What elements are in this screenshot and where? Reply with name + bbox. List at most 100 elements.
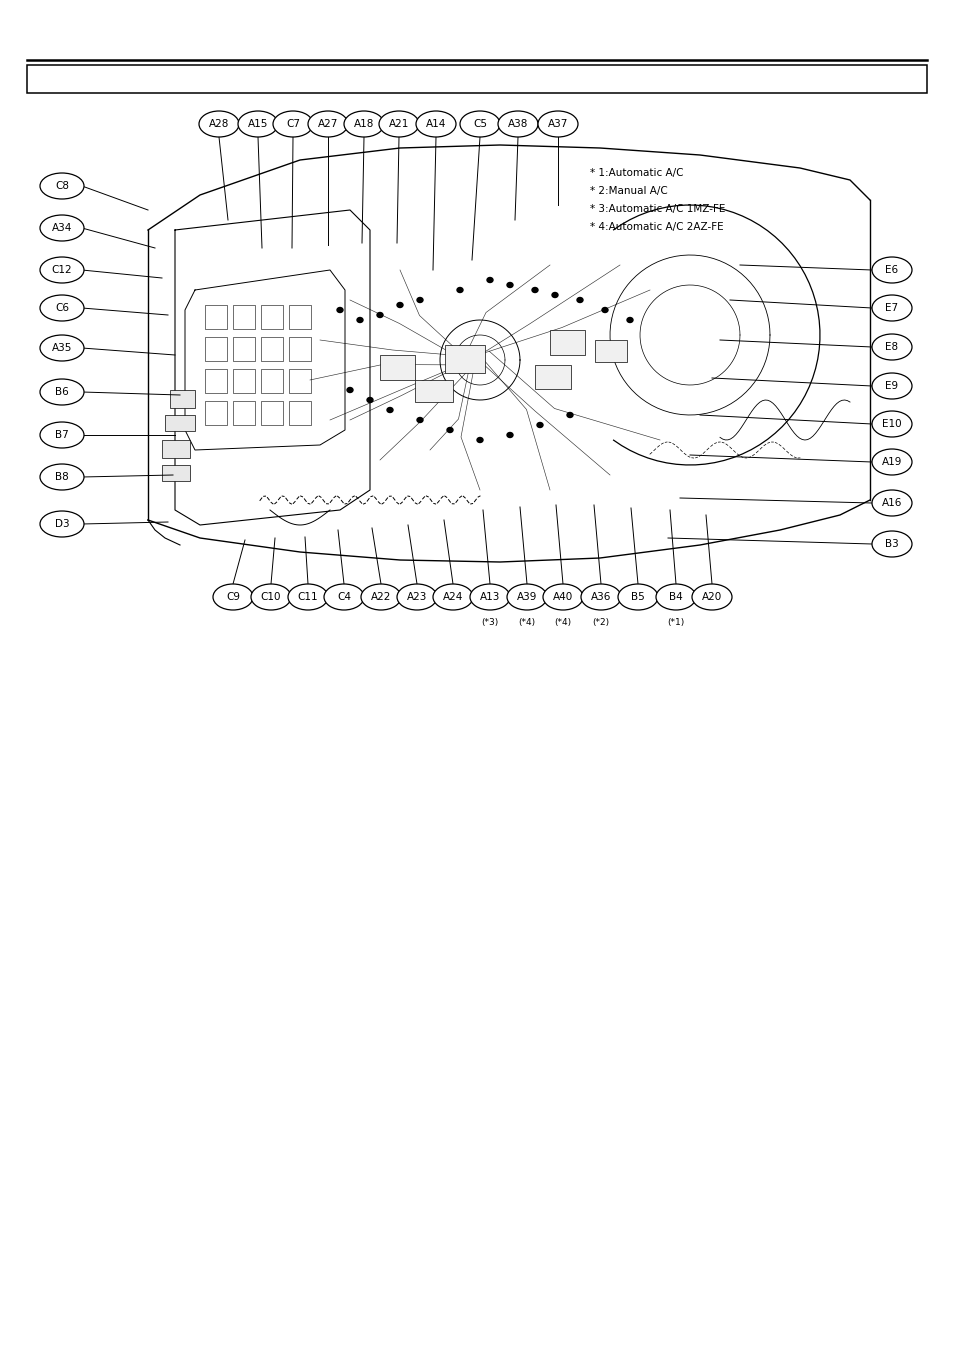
Ellipse shape (396, 584, 436, 611)
Ellipse shape (537, 111, 578, 136)
Bar (289, 369, 311, 393)
Text: A14: A14 (425, 119, 446, 128)
Ellipse shape (470, 584, 510, 611)
Bar (162, 465, 190, 481)
Text: C11: C11 (297, 592, 318, 603)
Ellipse shape (416, 111, 456, 136)
Bar (261, 305, 283, 330)
Ellipse shape (40, 257, 84, 282)
Text: A37: A37 (547, 119, 568, 128)
Bar (233, 401, 254, 426)
Ellipse shape (486, 277, 493, 282)
Text: A23: A23 (406, 592, 427, 603)
Bar (233, 336, 254, 361)
Ellipse shape (40, 335, 84, 361)
Text: A39: A39 (517, 592, 537, 603)
Bar (261, 369, 283, 393)
Ellipse shape (376, 312, 382, 317)
Text: A40: A40 (553, 592, 573, 603)
Ellipse shape (40, 215, 84, 240)
Bar (205, 336, 227, 361)
Text: B5: B5 (631, 592, 644, 603)
Text: B6: B6 (55, 386, 69, 397)
Ellipse shape (580, 584, 620, 611)
Ellipse shape (552, 293, 558, 297)
Bar (205, 369, 227, 393)
Ellipse shape (656, 584, 696, 611)
Bar (289, 305, 311, 330)
Ellipse shape (871, 411, 911, 436)
Ellipse shape (577, 297, 582, 303)
Text: * 4:Automatic A/C 2AZ-FE: * 4:Automatic A/C 2AZ-FE (589, 222, 723, 232)
Text: D3: D3 (54, 519, 70, 530)
Text: E10: E10 (882, 419, 901, 430)
Ellipse shape (237, 111, 277, 136)
Text: * 1:Automatic A/C: * 1:Automatic A/C (589, 168, 682, 178)
Ellipse shape (871, 295, 911, 322)
Ellipse shape (273, 111, 313, 136)
Ellipse shape (871, 334, 911, 359)
Text: E8: E8 (884, 342, 898, 353)
Text: B4: B4 (668, 592, 682, 603)
Ellipse shape (691, 584, 731, 611)
Text: C12: C12 (51, 265, 72, 276)
Text: C9: C9 (226, 592, 240, 603)
Text: E7: E7 (884, 303, 898, 313)
Ellipse shape (360, 584, 400, 611)
Ellipse shape (532, 288, 537, 293)
Ellipse shape (506, 282, 513, 288)
Bar (205, 401, 227, 426)
Text: A27: A27 (317, 119, 337, 128)
Text: E6: E6 (884, 265, 898, 276)
Bar (165, 415, 194, 431)
Text: A19: A19 (881, 457, 902, 467)
Text: (*3): (*3) (481, 617, 498, 627)
Bar (289, 401, 311, 426)
Bar (233, 369, 254, 393)
Text: A22: A22 (371, 592, 391, 603)
Ellipse shape (618, 584, 658, 611)
Text: C5: C5 (473, 119, 486, 128)
Bar (595, 340, 626, 362)
Ellipse shape (40, 463, 84, 490)
Ellipse shape (356, 317, 363, 323)
Text: C7: C7 (286, 119, 299, 128)
Ellipse shape (251, 584, 291, 611)
Ellipse shape (537, 423, 542, 427)
Bar (170, 390, 194, 408)
Ellipse shape (433, 584, 473, 611)
Bar (289, 336, 311, 361)
Ellipse shape (506, 584, 546, 611)
Text: A24: A24 (442, 592, 463, 603)
Text: C6: C6 (55, 303, 69, 313)
Ellipse shape (871, 373, 911, 399)
Ellipse shape (447, 427, 453, 432)
Text: (*2): (*2) (592, 617, 609, 627)
Ellipse shape (871, 490, 911, 516)
Ellipse shape (387, 408, 393, 412)
Text: (*4): (*4) (554, 617, 571, 627)
Bar (535, 365, 571, 389)
Ellipse shape (336, 308, 343, 312)
Ellipse shape (40, 295, 84, 322)
Bar (205, 305, 227, 330)
Bar (162, 440, 190, 458)
Bar (379, 355, 415, 380)
Ellipse shape (40, 380, 84, 405)
Ellipse shape (378, 111, 418, 136)
Text: E9: E9 (884, 381, 898, 390)
Text: (*1): (*1) (667, 617, 684, 627)
Bar (261, 336, 283, 361)
Ellipse shape (367, 397, 373, 403)
Text: A28: A28 (209, 119, 229, 128)
Bar (550, 330, 584, 355)
Text: B3: B3 (884, 539, 898, 549)
Ellipse shape (459, 111, 499, 136)
Ellipse shape (199, 111, 239, 136)
Bar (444, 345, 484, 373)
Bar (261, 401, 283, 426)
Text: A20: A20 (701, 592, 721, 603)
Text: A36: A36 (590, 592, 611, 603)
Ellipse shape (288, 584, 328, 611)
Ellipse shape (871, 531, 911, 557)
